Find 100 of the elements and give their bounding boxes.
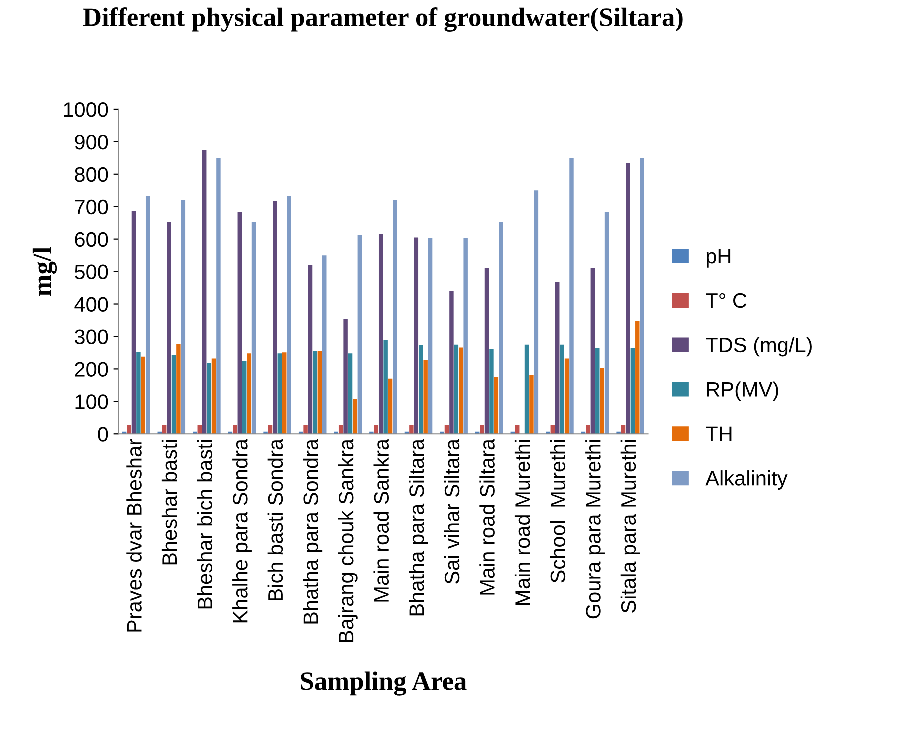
bar xyxy=(233,425,238,434)
y-tick-label: 800 xyxy=(75,167,108,182)
x-tick-label: Praves dvar Bheshar xyxy=(126,439,142,632)
x-tick-label: Main road Siltara xyxy=(480,438,495,595)
bar xyxy=(590,268,596,434)
bar xyxy=(586,425,590,434)
bar xyxy=(141,356,146,434)
bar xyxy=(556,282,560,434)
bar xyxy=(570,158,574,434)
x-tick-label: Sai vihar Siltara xyxy=(444,438,460,584)
y-tick-label: 400 xyxy=(74,297,108,312)
x-tick-label: School Murethi xyxy=(550,440,566,583)
bar xyxy=(322,256,327,434)
bar xyxy=(464,238,468,434)
x-tick-label: Main road Sankra xyxy=(374,438,390,602)
bar xyxy=(484,268,490,434)
bar xyxy=(202,150,207,434)
bar xyxy=(127,425,132,434)
bar xyxy=(216,158,221,434)
bar xyxy=(480,425,484,434)
bar xyxy=(410,425,414,434)
x-tick-label: Bhatha para Sondra xyxy=(303,438,323,624)
legend-label: TH xyxy=(706,426,732,442)
bar xyxy=(524,344,530,434)
x-tick-label: Bajrang chouk Sankra xyxy=(338,438,358,642)
bar xyxy=(353,399,358,434)
bar xyxy=(459,348,464,434)
bar xyxy=(308,265,313,434)
legend-label: T° C xyxy=(706,293,747,308)
y-tick-label: 0 xyxy=(98,427,108,442)
bar xyxy=(273,201,278,434)
x-tick-label: Sitala para Murethi xyxy=(620,440,640,613)
bar xyxy=(287,196,292,434)
x-tick-label: Bheshar basti xyxy=(162,440,178,565)
y-tick-label: 600 xyxy=(75,232,108,248)
x-tick-label: Bhatha para Siltara xyxy=(409,438,428,616)
bar xyxy=(560,344,564,434)
bar xyxy=(238,212,242,434)
bar xyxy=(388,378,393,434)
bar xyxy=(494,377,499,434)
bar xyxy=(414,238,419,434)
x-tick-label: Goura para Murethi xyxy=(586,440,605,619)
legend-label: RP(MV) xyxy=(707,382,778,402)
bar xyxy=(454,344,459,434)
bar xyxy=(318,351,322,434)
bar xyxy=(344,320,348,434)
y-axis-title: mg/l xyxy=(32,247,58,296)
bar xyxy=(564,358,570,434)
bar xyxy=(313,351,318,434)
bar xyxy=(358,235,362,434)
legend-label: pH xyxy=(706,249,731,268)
bar xyxy=(636,321,640,434)
bar xyxy=(278,354,282,434)
y-tick-label: 100 xyxy=(76,394,108,410)
y-tick-label: 700 xyxy=(75,200,108,215)
bar xyxy=(172,356,176,434)
bar xyxy=(419,345,424,434)
x-axis-title: Sampling Area xyxy=(301,672,467,696)
bar xyxy=(626,163,630,434)
bar xyxy=(630,348,636,434)
bar xyxy=(207,363,212,434)
bar xyxy=(596,348,600,434)
x-tick-label: Khalhe para Sondra xyxy=(232,438,252,623)
bar xyxy=(640,158,644,434)
y-tick-label: 500 xyxy=(75,264,108,280)
x-tick-label: Main road Murethi xyxy=(514,440,530,606)
bar xyxy=(181,200,186,434)
bar xyxy=(604,212,610,434)
bar xyxy=(252,222,256,434)
bar xyxy=(132,211,136,434)
bar xyxy=(212,358,216,434)
bar xyxy=(393,200,398,434)
bar xyxy=(247,354,252,434)
bar xyxy=(242,361,247,434)
legend-label: Alkalinity xyxy=(706,470,788,490)
bar xyxy=(384,340,388,434)
bar xyxy=(378,234,384,434)
y-tick-label: 1000 xyxy=(64,102,108,118)
chart-title: Different physical parameter of groundwater(Siltara) xyxy=(83,8,683,32)
bar xyxy=(136,352,141,434)
y-tick-label: 900 xyxy=(75,134,108,150)
bar xyxy=(499,222,504,434)
bar xyxy=(424,360,428,434)
bar xyxy=(428,238,433,434)
x-tick-label: Bich basti Sondra xyxy=(268,438,284,601)
x-tick-label: Bheshar bich basti xyxy=(197,440,213,609)
bar xyxy=(450,291,454,434)
bar xyxy=(282,352,287,434)
bar xyxy=(600,368,604,434)
y-tick-label: 200 xyxy=(75,362,108,377)
legend-label: TDS (mg/L) xyxy=(706,337,812,357)
bar xyxy=(348,354,353,434)
y-tick-label: 300 xyxy=(75,330,108,344)
bar xyxy=(304,425,308,434)
bar xyxy=(490,349,494,434)
bar xyxy=(167,222,172,434)
bar xyxy=(146,196,150,434)
bar xyxy=(534,190,539,434)
bar xyxy=(176,344,181,434)
bar xyxy=(530,375,534,434)
